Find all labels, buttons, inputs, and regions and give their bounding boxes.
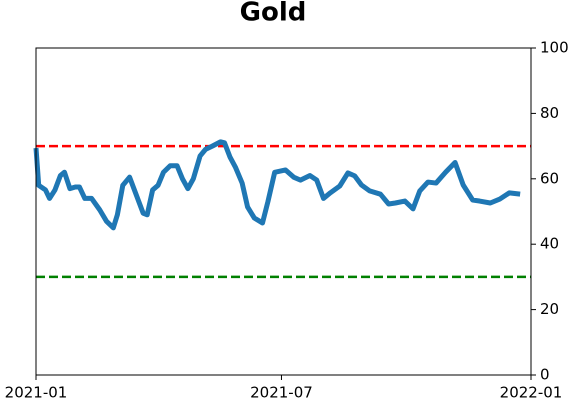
x-tick-label: 2021-07 [250, 384, 313, 402]
data-line [33, 139, 521, 231]
chart-title: Gold [240, 0, 307, 28]
y-tick-label: 100 [540, 39, 569, 57]
y-tick-label: 60 [540, 169, 559, 187]
plot-frame [35, 47, 532, 376]
y-tick-label: 40 [540, 235, 559, 253]
x-tick-label: 2022-01 [500, 384, 563, 402]
y-tick-label: 80 [540, 104, 559, 122]
y-tick-label: 0 [540, 366, 550, 384]
x-tick-label: 2021-01 [5, 384, 68, 402]
y-tick-label: 20 [540, 300, 559, 318]
